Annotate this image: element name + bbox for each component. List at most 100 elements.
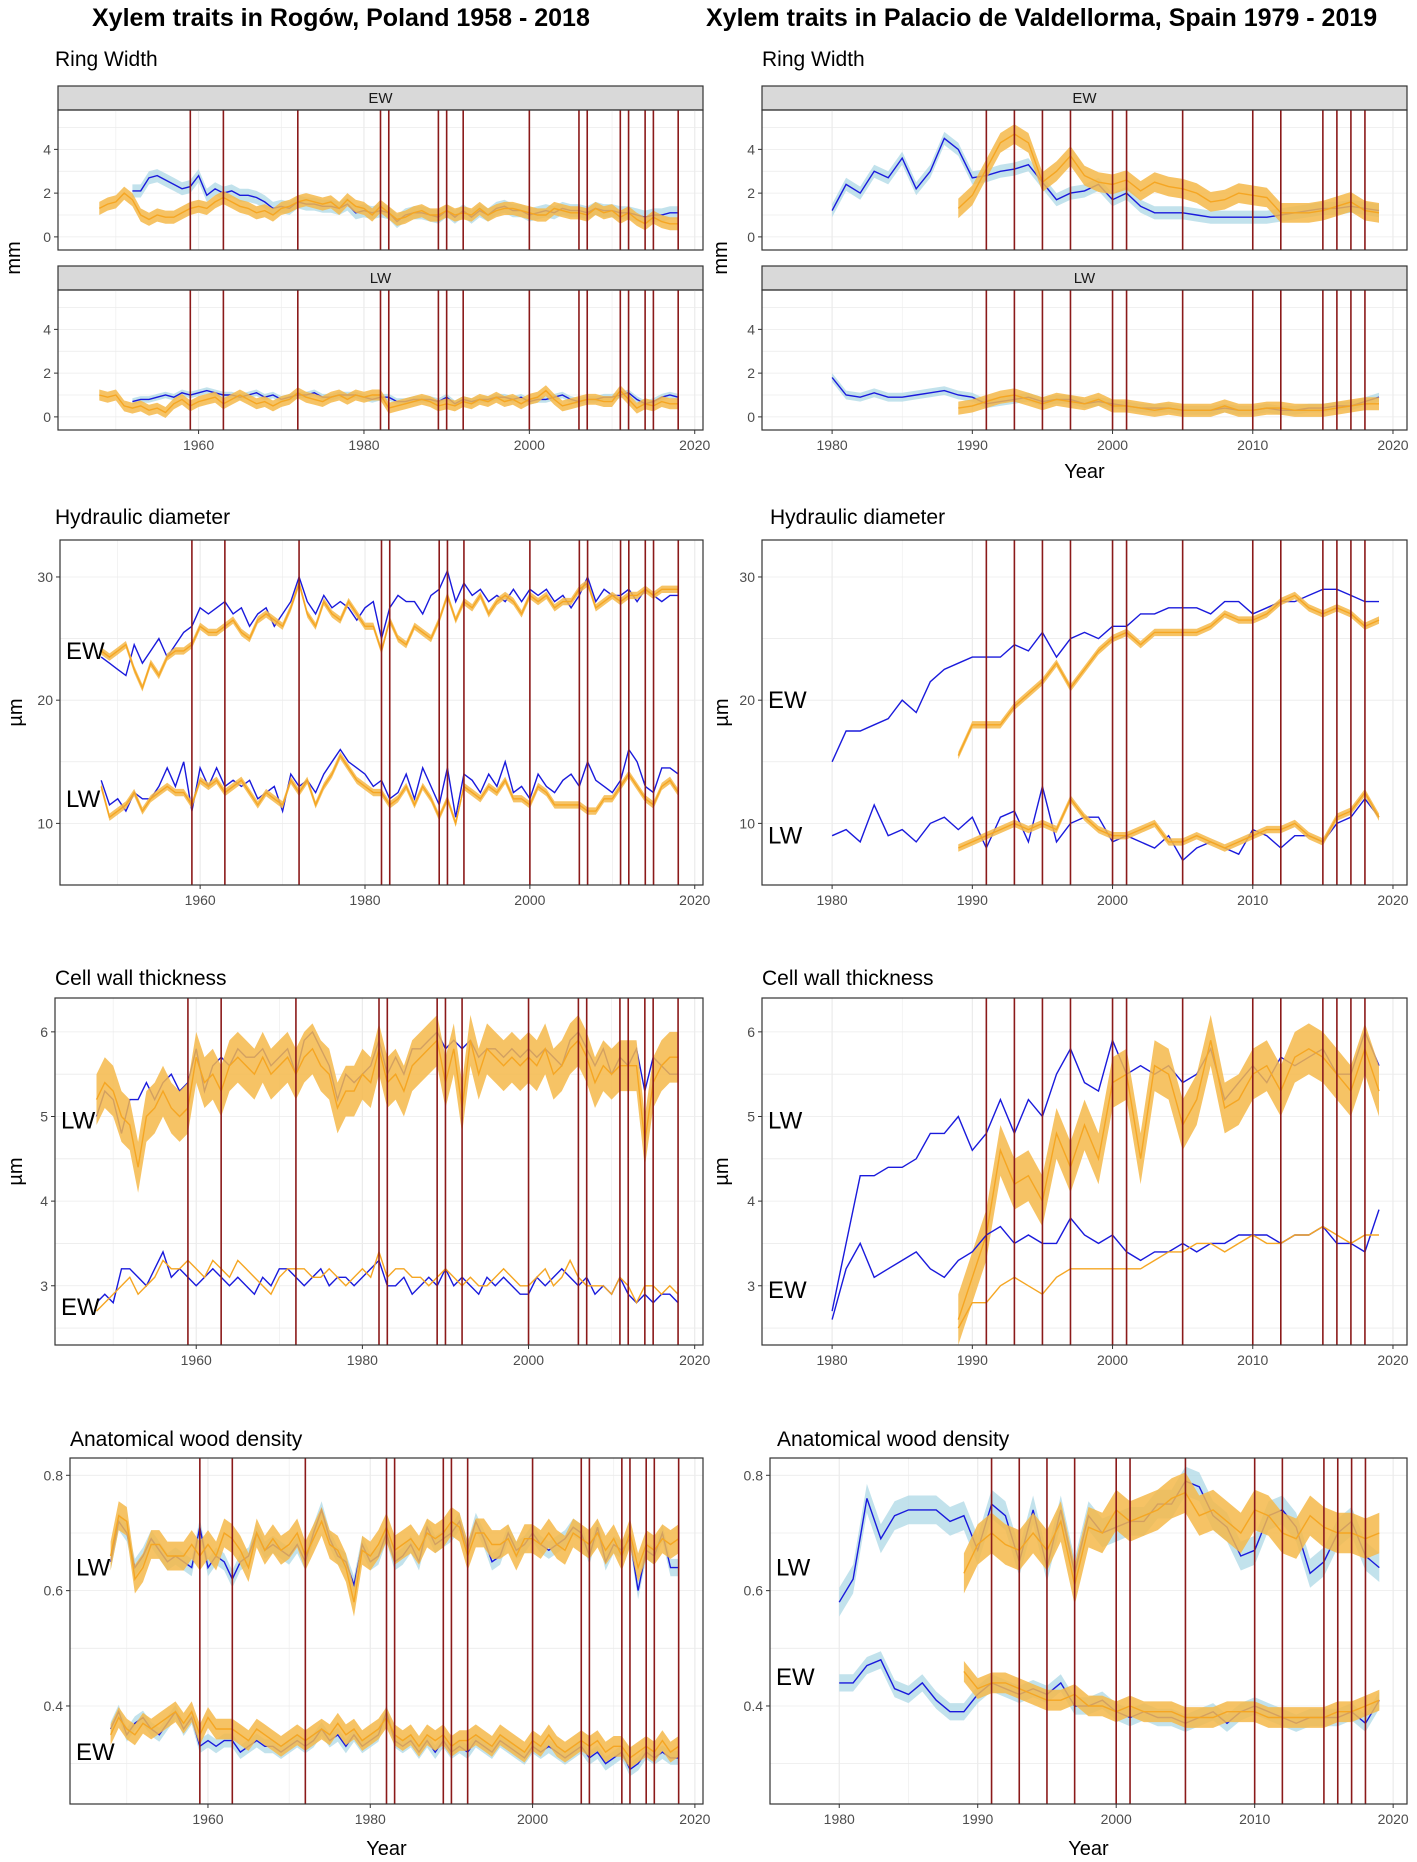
y-axis-label: mm xyxy=(3,241,25,274)
x-axis-label: Year xyxy=(1068,1838,1109,1860)
group-label-lw: LW xyxy=(66,786,101,813)
plot-border xyxy=(769,1457,1408,1805)
y-tick-label: 2 xyxy=(43,365,51,381)
x-tick-label: 2010 xyxy=(1237,437,1268,453)
x-tick-label: 2020 xyxy=(679,1352,710,1368)
plot-border xyxy=(59,539,704,886)
y-tick-label: 0 xyxy=(747,229,755,245)
chart-panel-0-lw: 0 2 4 1960 1980 2000 2020 xyxy=(43,289,711,453)
group-label-ew: EW xyxy=(66,638,105,665)
group-label-ew: EW xyxy=(76,1739,115,1766)
x-tick-label: 2010 xyxy=(1237,1352,1268,1368)
x-tick-label: 1980 xyxy=(349,892,380,908)
x-tick-label: 2000 xyxy=(514,892,545,908)
y-tick-label: 6 xyxy=(747,1024,755,1040)
x-tick-label: 1980 xyxy=(817,892,848,908)
x-tick-label: 1960 xyxy=(183,437,214,453)
column-title-left: Xylem traits in Rogów, Poland 1958 - 201… xyxy=(92,4,590,32)
x-tick-label: 2020 xyxy=(1378,1811,1409,1827)
y-tick-label: 4 xyxy=(747,321,755,337)
y-tick-label: 0.6 xyxy=(744,1583,764,1599)
group-label-lw: LW xyxy=(768,1108,803,1135)
facet-strip-label: EW xyxy=(1072,90,1097,107)
y-tick-label: 3 xyxy=(747,1278,755,1294)
series-line-2 xyxy=(831,1209,1380,1320)
x-axis-label: Year xyxy=(366,1838,407,1860)
chart-panel-4: 3 4 5 6 LW EW 1960 1980 2000 2020 xyxy=(40,997,710,1368)
series-band-0 xyxy=(132,387,679,407)
y-tick-label: 0.4 xyxy=(44,1698,64,1714)
chart-title: Hydraulic diameter xyxy=(55,506,230,529)
series-band-1 xyxy=(101,579,679,692)
series-line-3 xyxy=(957,1225,1379,1329)
series-band-1 xyxy=(958,388,1379,417)
y-tick-label: 0 xyxy=(43,229,51,245)
chart-panel-5: 3 4 5 6 LW EW 1980 1990 2000 2010 2020 xyxy=(747,997,1409,1368)
x-tick-label: 1990 xyxy=(957,892,988,908)
x-tick-label: 1980 xyxy=(355,1811,386,1827)
plot-border xyxy=(57,289,704,431)
group-label-ew: EW xyxy=(61,1294,100,1321)
series-line-1 xyxy=(957,1040,1380,1320)
group-label-lw: LW xyxy=(768,823,803,850)
plot-border xyxy=(761,289,1408,431)
y-tick-label: 4 xyxy=(43,321,51,337)
x-axis-label: Year xyxy=(1064,461,1105,483)
x-tick-label: 2000 xyxy=(1097,1352,1128,1368)
group-label-ew: EW xyxy=(768,1277,807,1304)
x-tick-label: 2000 xyxy=(1101,1811,1132,1827)
series-band-1 xyxy=(99,385,679,418)
plot-border xyxy=(57,109,704,251)
facet-strip-ew xyxy=(761,85,1408,111)
y-tick-label: 2 xyxy=(747,365,755,381)
series-line-1 xyxy=(957,133,1380,214)
x-tick-label: 1980 xyxy=(817,1352,848,1368)
chart-title: Hydraulic diameter xyxy=(770,506,945,529)
x-tick-label: 2010 xyxy=(1239,1811,1270,1827)
x-tick-label: 1980 xyxy=(348,437,379,453)
group-label-lw: LW xyxy=(61,1108,96,1135)
chart-panel-7: 0.4 0.6 0.8 LW EW 1980 1990 2000 2010 2020 xyxy=(744,1457,1409,1827)
y-tick-label: 0.8 xyxy=(744,1467,764,1483)
x-tick-label: 1980 xyxy=(347,1352,378,1368)
y-tick-label: 10 xyxy=(739,815,755,831)
group-label-lw: LW xyxy=(776,1555,811,1582)
y-tick-label: 4 xyxy=(747,141,755,157)
chart-panel-1-ew: 0 2 4 xyxy=(747,109,1408,251)
x-tick-label: 2020 xyxy=(1377,1352,1408,1368)
y-axis-label: µm xyxy=(711,1157,733,1185)
series-band-1 xyxy=(963,1472,1380,1605)
chart-panel-0-ew: 0 2 4 xyxy=(43,109,704,251)
y-tick-label: 0.6 xyxy=(44,1583,64,1599)
y-axis-label: µm xyxy=(5,698,27,726)
y-tick-label: 3 xyxy=(40,1278,48,1294)
x-tick-label: 1980 xyxy=(817,437,848,453)
chart-title: Cell wall thickness xyxy=(762,967,934,990)
y-tick-label: 0.4 xyxy=(744,1698,764,1714)
plot-border xyxy=(761,539,1408,886)
y-tick-label: 10 xyxy=(37,815,53,831)
x-tick-label: 1960 xyxy=(185,892,216,908)
x-tick-label: 1990 xyxy=(957,1352,988,1368)
y-axis-label: µm xyxy=(711,698,733,726)
x-tick-label: 2000 xyxy=(1097,892,1128,908)
series-line-1 xyxy=(958,394,1379,412)
y-tick-label: 30 xyxy=(739,569,755,585)
y-axis-label: µm xyxy=(5,1157,27,1185)
series-band-1 xyxy=(958,124,1379,223)
chart-title: Anatomical wood density xyxy=(777,1428,1010,1451)
chart-panel-2: 10 20 30 EW LW 1960 1980 2000 2020 xyxy=(37,539,711,908)
x-tick-label: 2020 xyxy=(679,1811,710,1827)
y-tick-label: 2 xyxy=(43,185,51,201)
series-line-1 xyxy=(963,1491,1380,1586)
plot-border xyxy=(69,1457,704,1805)
y-tick-label: 0 xyxy=(43,409,51,425)
chart-title: Ring Width xyxy=(55,48,158,71)
x-tick-label: 1990 xyxy=(957,437,988,453)
series-line-1 xyxy=(957,594,1380,756)
chart-panel-1-lw: 0 2 4 1980 1990 2000 2010 2020 xyxy=(747,289,1409,453)
y-tick-label: 4 xyxy=(40,1193,48,1209)
x-tick-label: 2000 xyxy=(513,1352,544,1368)
series-band-1 xyxy=(958,591,1379,760)
